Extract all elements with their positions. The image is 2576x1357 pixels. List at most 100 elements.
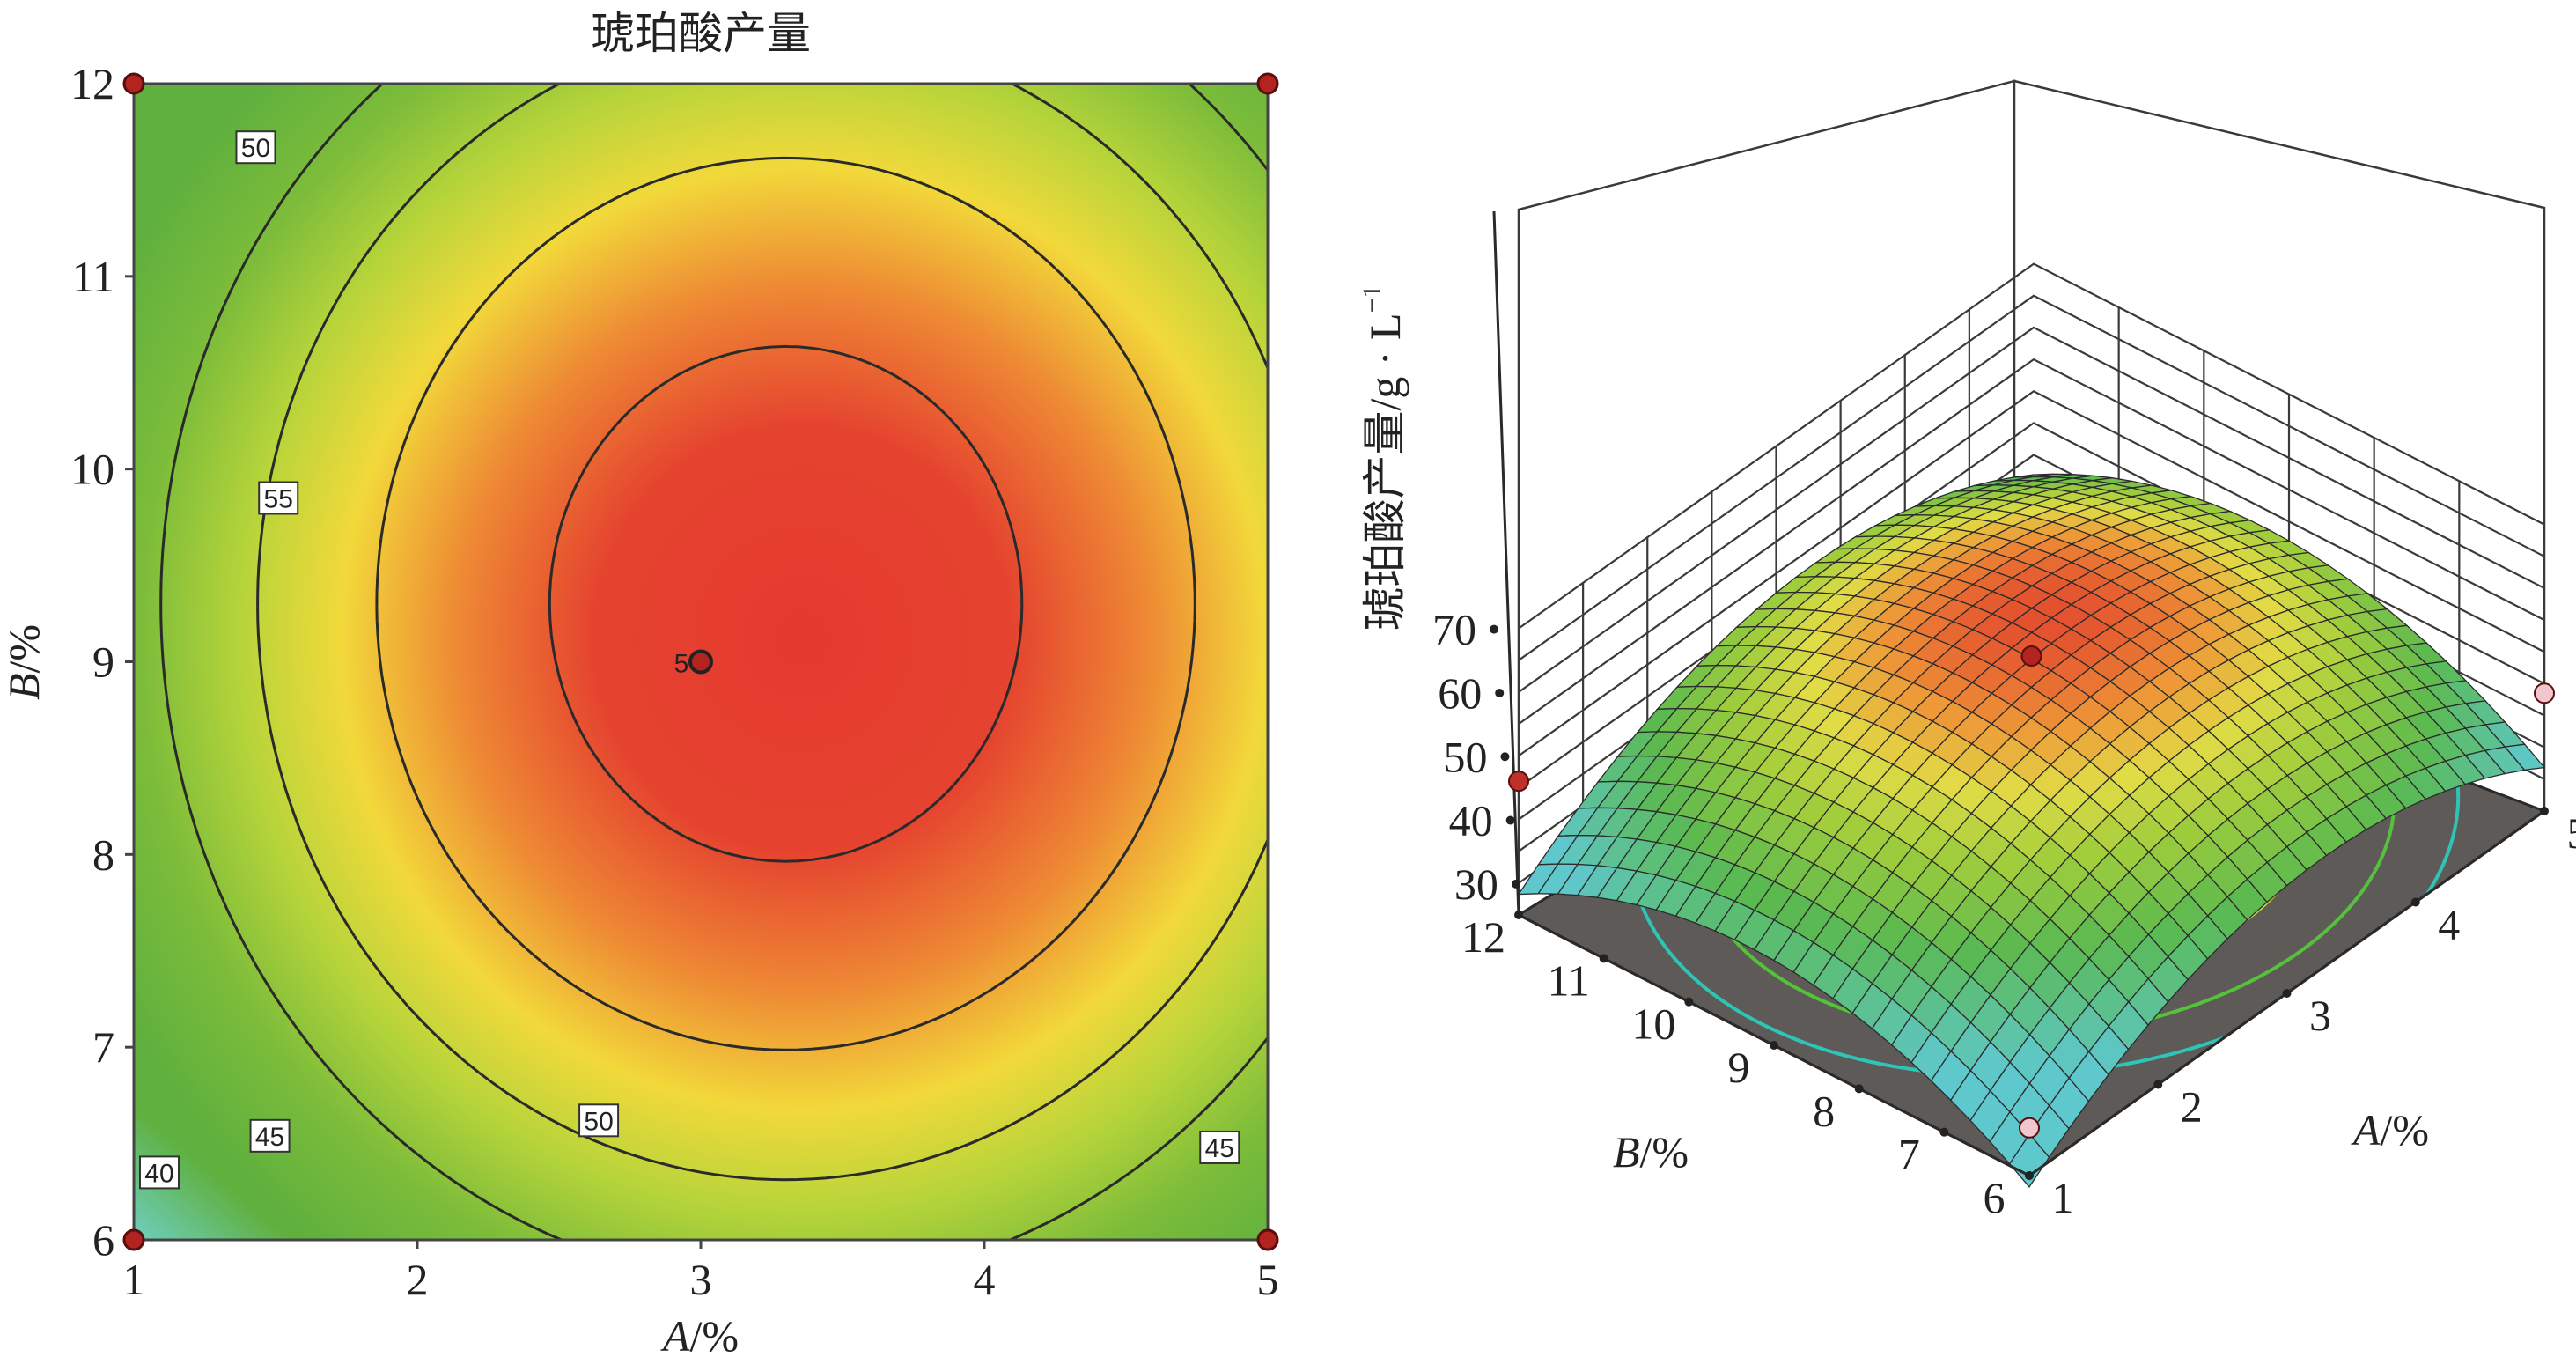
contour-y-tick-label: 10 <box>70 445 114 494</box>
b-tick-label: 10 <box>1631 999 1675 1049</box>
b-tick-mark <box>1599 954 1608 963</box>
surface-b-axis-label: B/% <box>1613 1127 1689 1176</box>
b-tick-mark <box>1939 1127 1949 1137</box>
contour-x-tick-label: 1 <box>123 1255 145 1304</box>
contour-label-box <box>138 1155 180 1190</box>
b-tick-label: 7 <box>1898 1130 1920 1179</box>
contour-label: 50 <box>235 130 276 165</box>
z-tick-label: 30 <box>1454 859 1498 909</box>
contour-line-45 <box>256 84 1268 1182</box>
contour-y-tick-label: 11 <box>72 252 114 301</box>
contour-label-text: 50 <box>241 134 270 163</box>
contour-label-text: 55 <box>264 484 293 513</box>
surface-design-point <box>1508 771 1529 793</box>
contour-y-tick-label: 7 <box>92 1022 114 1072</box>
design-point <box>1256 1228 1279 1251</box>
a-tick-mark <box>2540 807 2549 815</box>
contour-y-tick-label: 6 <box>92 1215 114 1265</box>
surface-b-var: B <box>1613 1127 1640 1176</box>
z-tick-label: 50 <box>1443 732 1487 781</box>
contour-label-text: 45 <box>255 1123 284 1152</box>
surface-a-axis-label: A/% <box>2351 1105 2429 1154</box>
contour-title: 琥珀酸产量 <box>591 9 811 58</box>
contour-y-ticks: 6 7 8 9 10 11 12 <box>70 59 134 1265</box>
contour-x-var: A <box>660 1311 690 1357</box>
contour-label-box <box>235 130 276 165</box>
a-tick-label: 5 <box>2567 808 2576 858</box>
b-tick-label: 8 <box>1813 1086 1835 1135</box>
a-ticks: 1 2 3 4 5 <box>2025 807 2576 1222</box>
contour-label-text: 40 <box>144 1159 173 1188</box>
z-tick-label: 40 <box>1449 796 1493 845</box>
z-tick-mark <box>1495 688 1505 697</box>
contour-label-box <box>1199 1130 1240 1164</box>
b-tick-label: 9 <box>1728 1043 1750 1092</box>
z-axis-line <box>1492 210 1520 917</box>
b-tick-label: 11 <box>1548 955 1590 1005</box>
a-tick-label: 1 <box>2052 1173 2074 1222</box>
contour-label: 45 <box>1199 1130 1240 1164</box>
surface-a-var: A <box>2351 1105 2381 1154</box>
contour-label-box <box>258 481 299 515</box>
surface-b-unit: /% <box>1640 1127 1689 1176</box>
z-tick-label: 70 <box>1432 605 1476 654</box>
b-tick-mark <box>1684 997 1694 1007</box>
contour-y-tick-label: 9 <box>92 638 114 687</box>
contour-y-tick-label: 12 <box>70 59 114 108</box>
z-tick-mark <box>1490 624 1498 634</box>
contour-line-40 <box>159 84 1268 1240</box>
a-tick-mark <box>2025 1171 2034 1180</box>
contour-label-box <box>578 1103 620 1138</box>
surface-a-unit: /% <box>2381 1105 2430 1154</box>
contour-y-tick-label: 8 <box>92 830 114 879</box>
contour-x-axis-label: A/% <box>660 1311 739 1357</box>
b-tick-mark <box>1854 1084 1864 1094</box>
b-tick-mark <box>1770 1041 1778 1050</box>
a-tick-label: 2 <box>2181 1082 2203 1132</box>
surface-design-points <box>1508 645 2555 1139</box>
contour-label: 55 <box>258 481 299 515</box>
a-tick-mark <box>2410 897 2420 907</box>
b-tick-mark <box>1514 911 1523 919</box>
contour-lines <box>159 84 1268 1240</box>
surface-design-point <box>2534 682 2555 704</box>
a-tick-mark <box>2153 1080 2163 1089</box>
contour-design-points: 5 <box>122 72 1279 1251</box>
contour-label: 50 <box>578 1103 620 1138</box>
contour-label-text: 45 <box>1205 1134 1234 1163</box>
contour-label-text: 50 <box>584 1107 613 1136</box>
contour-y-axis-label: B/% <box>0 624 48 700</box>
z-tick-mark <box>1500 752 1510 762</box>
a-tick-label: 4 <box>2438 900 2460 949</box>
surface-design-point <box>2020 645 2042 667</box>
contour-label: 40 <box>138 1155 180 1190</box>
design-point <box>122 1228 145 1251</box>
z-tick-mark <box>1505 815 1515 825</box>
contour-line-50 <box>375 156 1196 1051</box>
contour-x-unit: /% <box>690 1311 740 1357</box>
contour-x-tick-label: 2 <box>407 1255 429 1304</box>
design-point <box>122 72 145 95</box>
contour-x-tick-label: 3 <box>690 1255 712 1304</box>
contour-label: 45 <box>249 1118 291 1153</box>
contour-x-ticks: 1 2 3 4 5 <box>123 1240 1279 1304</box>
contour-x-tick-label: 4 <box>974 1255 996 1304</box>
center-point-label: 5 <box>674 650 689 679</box>
b-tick-label: 12 <box>1461 912 1505 962</box>
contour-y-unit: /% <box>0 624 48 674</box>
z-ticks: 30 40 50 60 70 <box>1432 605 1520 909</box>
surface-z-axis-label: 琥珀酸产量/g · L−1 <box>1358 284 1409 631</box>
design-point <box>1256 72 1279 95</box>
surface-z-label-text: 琥珀酸产量/g · L <box>1360 313 1409 631</box>
a-tick-mark <box>2282 989 2292 998</box>
contour-x-tick-label: 5 <box>1257 1255 1279 1304</box>
b-ticks: 6 7 8 9 10 11 12 <box>1461 911 2034 1222</box>
surface-z-label-sup: −1 <box>1358 284 1387 313</box>
surface-mesh <box>1517 473 2546 1188</box>
z-tick-mark <box>1511 879 1520 889</box>
surface-design-point <box>2019 1117 2040 1139</box>
center-point <box>688 649 713 675</box>
a-tick-label: 3 <box>2309 991 2331 1040</box>
